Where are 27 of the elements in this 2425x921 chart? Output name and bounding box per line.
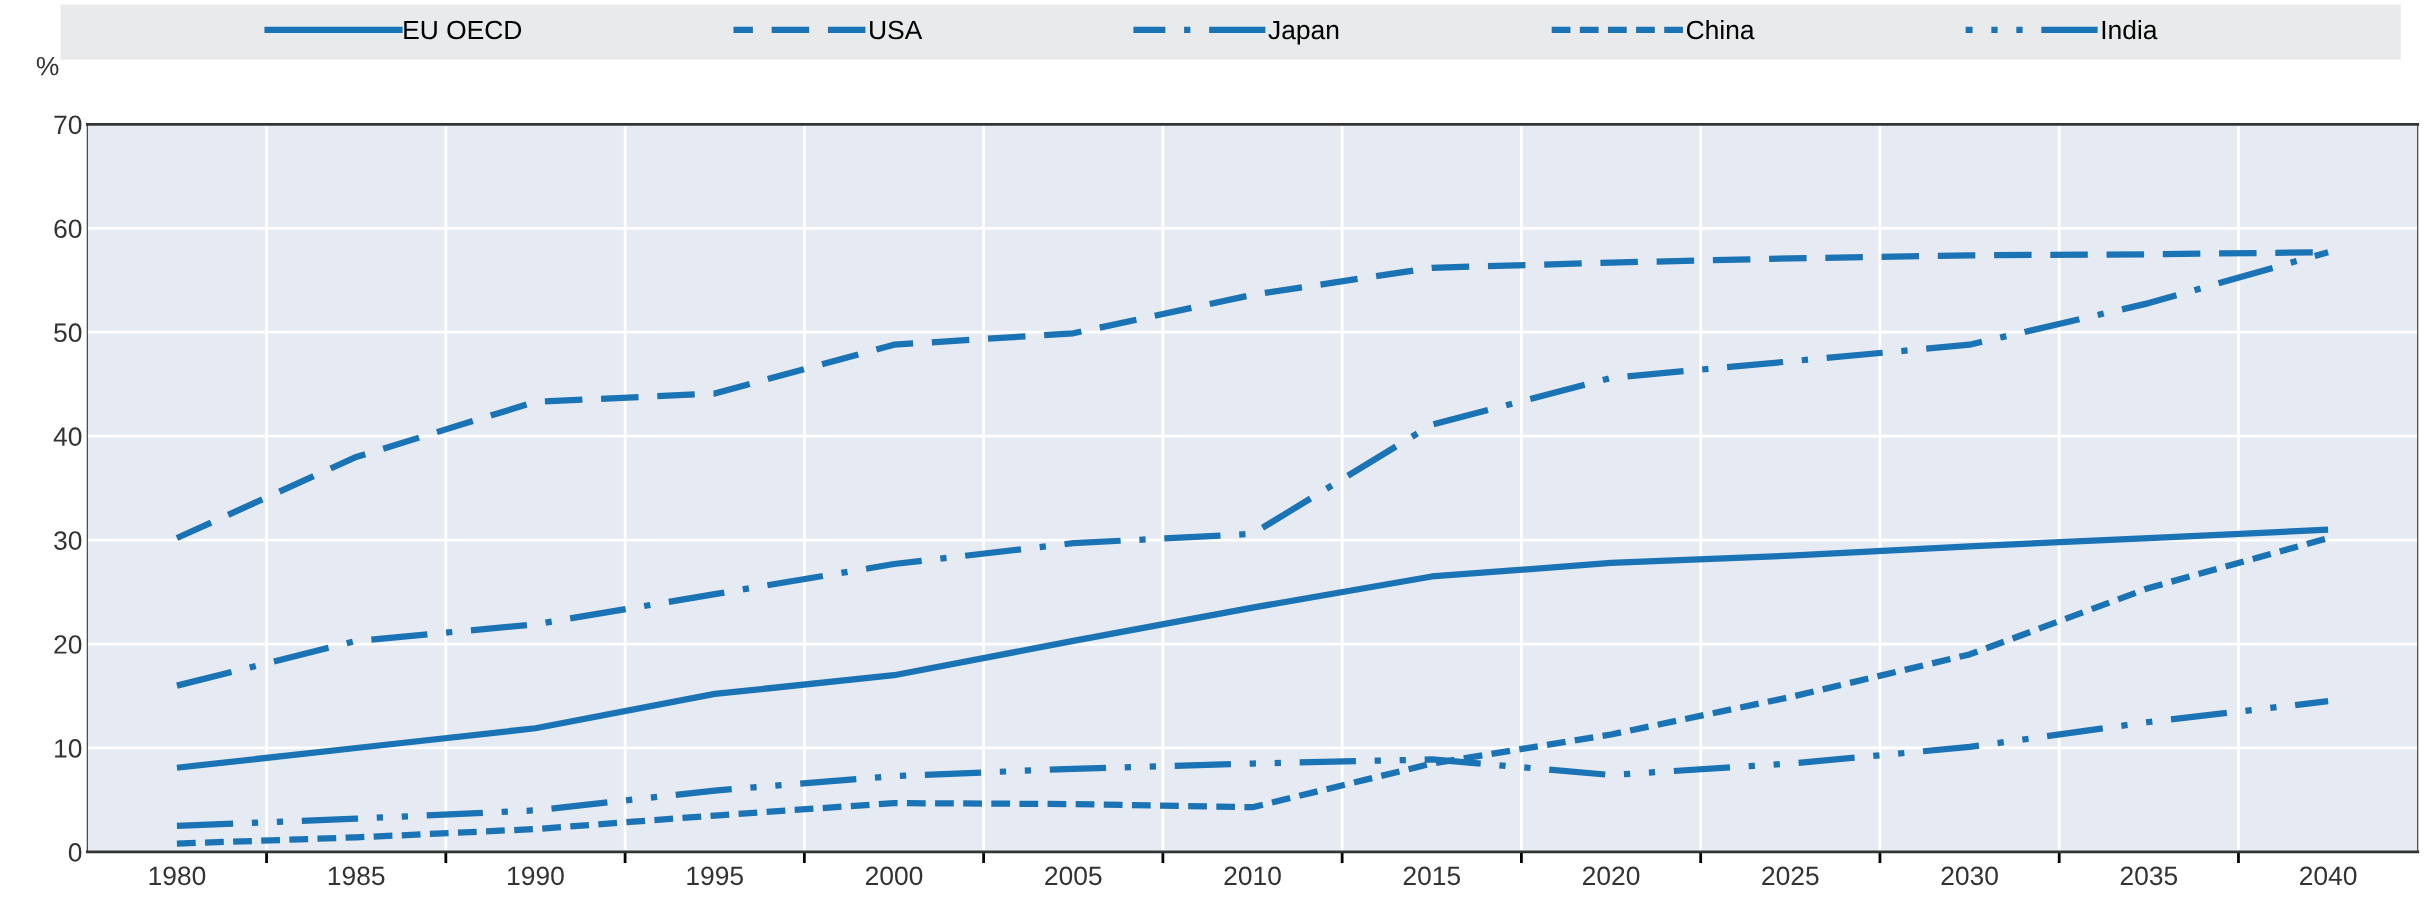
x-tick-label: 2000 (865, 866, 923, 886)
x-tick-label: 1980 (149, 866, 206, 886)
x-tick-label: 2015 (1403, 866, 1461, 886)
x-tick-label: 1990 (508, 866, 564, 886)
x-tick-label: 2040 (2300, 866, 2357, 886)
legend-label: USA (870, 20, 923, 40)
x-tick-label: 1985 (328, 866, 385, 886)
y-tick-label: 20 (54, 635, 82, 654)
x-tick-label: 2035 (2120, 866, 2178, 886)
y-axis-title: % (36, 56, 59, 76)
x-tick-label: 2020 (1583, 866, 1640, 886)
y-tick-label: 60 (54, 219, 82, 239)
x-tick-label: 1995 (687, 866, 743, 886)
x-tick-label: 2025 (1762, 866, 1819, 886)
legend-label: Japan (1268, 20, 1339, 45)
x-tick-label: 2030 (1941, 866, 1998, 886)
legend-label: India (2102, 19, 2158, 40)
y-tick-label: 50 (54, 323, 82, 343)
x-tick-label: 2005 (1045, 866, 1102, 886)
legend-label: China (1686, 19, 1755, 40)
legend-label: EU OECD (404, 20, 522, 40)
y-tick-label: 0 (68, 843, 82, 862)
y-tick-label: 10 (55, 739, 82, 758)
y-tick-label: 40 (53, 427, 82, 446)
y-tick-label: 30 (54, 531, 82, 550)
y-tick-label: 70 (54, 115, 82, 135)
x-tick-label: 2010 (1224, 866, 1281, 886)
